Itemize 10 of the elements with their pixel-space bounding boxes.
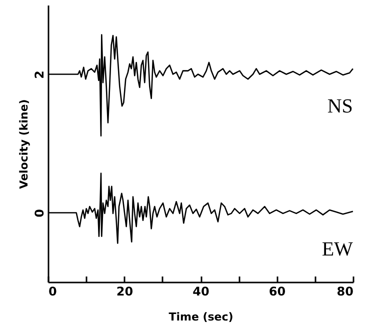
x-tick-label: 80 xyxy=(336,284,354,298)
series-label: NS xyxy=(327,96,353,118)
x-axis-title: Time (sec) xyxy=(168,310,234,324)
series-label: EW xyxy=(322,238,354,260)
x-tick-label: 60 xyxy=(268,284,286,298)
x-tick-label: 40 xyxy=(192,284,210,298)
x-tick-label: 0 xyxy=(48,284,57,298)
y-tick-label: 2 xyxy=(32,70,46,79)
y-axis-title: Velocity (kine) xyxy=(18,99,30,189)
x-tick-label: 20 xyxy=(116,284,134,298)
